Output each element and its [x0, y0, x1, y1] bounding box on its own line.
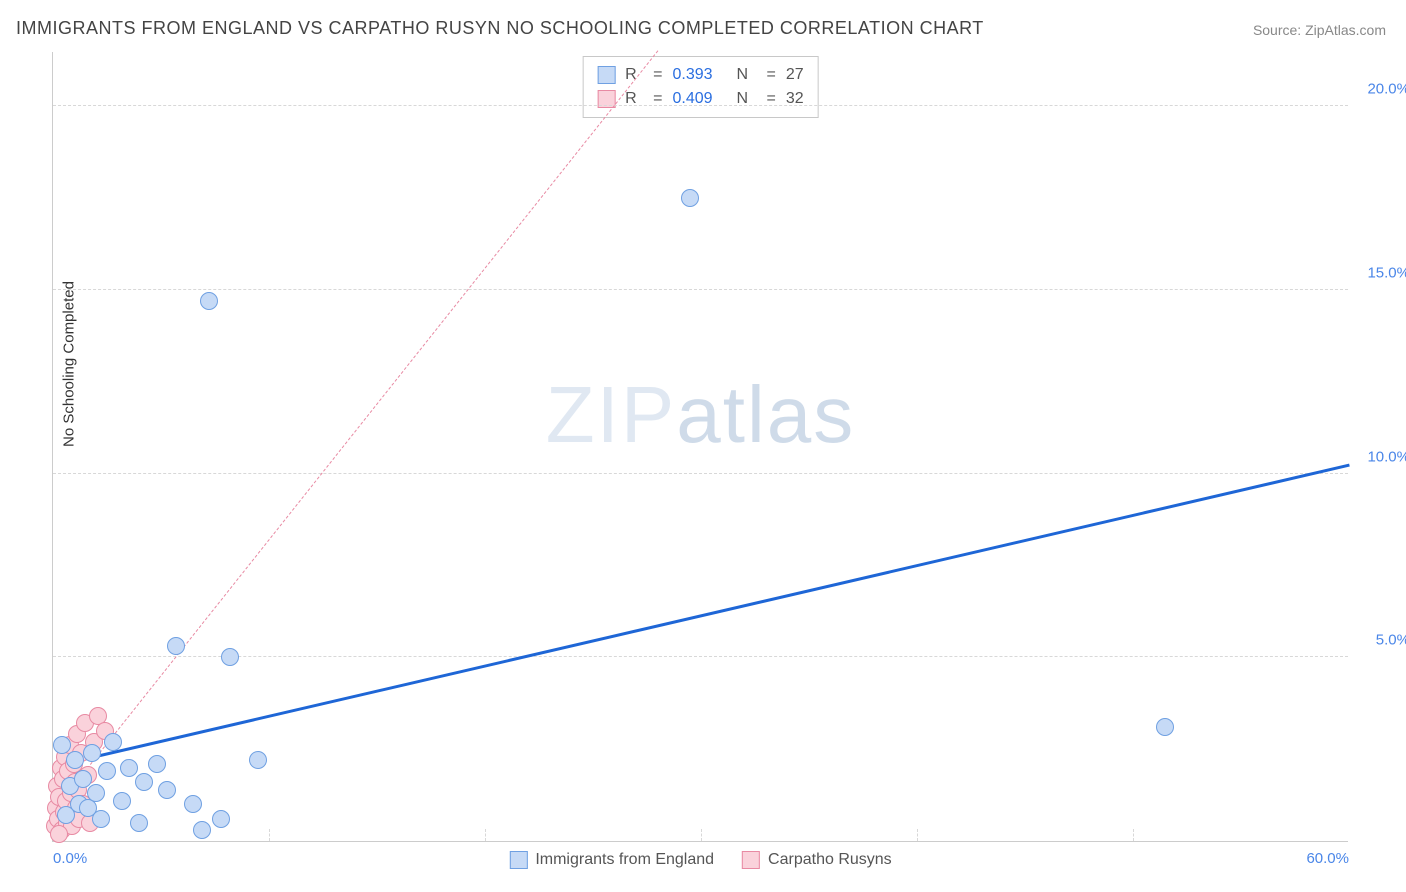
data-point-england — [83, 744, 101, 762]
data-point-england — [193, 821, 211, 839]
gridline-v — [269, 829, 270, 841]
legend-r-value: 0.409 — [673, 87, 727, 111]
gridline-h — [53, 656, 1348, 657]
data-point-england — [92, 810, 110, 828]
legend-n-value: 27 — [786, 63, 804, 87]
y-tick-label: 5.0% — [1355, 632, 1406, 649]
gridline-v — [485, 829, 486, 841]
y-axis-label: No Schooling Completed — [61, 281, 78, 447]
series-legend-item-england: Immigrants from England — [509, 851, 714, 869]
legend-eq: = — [653, 87, 662, 111]
legend-swatch-icon — [509, 851, 527, 869]
gridline-h — [53, 289, 1348, 290]
data-point-england — [167, 637, 185, 655]
correlation-legend: R = 0.393 N = 27 R = 0.409 N = 32 — [582, 56, 819, 118]
data-point-england — [681, 189, 699, 207]
data-point-england — [104, 733, 122, 751]
data-point-england — [158, 781, 176, 799]
gridline-h — [53, 105, 1348, 106]
data-point-england — [212, 810, 230, 828]
data-point-england — [53, 736, 71, 754]
data-point-england — [74, 770, 92, 788]
data-point-england — [87, 784, 105, 802]
series-legend-label: Immigrants from England — [535, 851, 714, 869]
legend-r-value: 0.393 — [673, 63, 727, 87]
data-point-england — [120, 759, 138, 777]
legend-n-label: N — [737, 87, 757, 111]
legend-swatch-icon — [597, 66, 615, 84]
legend-eq: = — [653, 63, 662, 87]
legend-row-england: R = 0.393 N = 27 — [597, 63, 804, 87]
series-legend-item-carpatho: Carpatho Rusyns — [742, 851, 892, 869]
data-point-england — [200, 292, 218, 310]
data-point-england — [184, 795, 202, 813]
gridline-v — [1133, 829, 1134, 841]
chart-title: IMMIGRANTS FROM ENGLAND VS CARPATHO RUSY… — [16, 18, 984, 39]
legend-r-label: R — [625, 63, 643, 87]
data-point-england — [135, 773, 153, 791]
scatter-plot: No Schooling Completed ZIPatlas R = 0.393 N… — [52, 52, 1348, 842]
series-legend-label: Carpatho Rusyns — [768, 851, 892, 869]
watermark-atlas: atlas — [676, 370, 855, 459]
y-tick-label: 10.0% — [1355, 448, 1406, 465]
source-attribution: Source: ZipAtlas.com — [1253, 22, 1386, 38]
data-point-england — [113, 792, 131, 810]
watermark-zip: ZIP — [546, 370, 676, 459]
data-point-england — [148, 755, 166, 773]
legend-eq: = — [767, 63, 776, 87]
y-tick-label: 20.0% — [1355, 81, 1406, 98]
gridline-v — [701, 829, 702, 841]
data-point-england — [249, 751, 267, 769]
legend-r-label: R — [625, 87, 643, 111]
y-tick-label: 15.0% — [1355, 264, 1406, 281]
gridline-h — [53, 473, 1348, 474]
data-point-england — [98, 762, 116, 780]
data-point-england — [66, 751, 84, 769]
series-legend: Immigrants from England Carpatho Rusyns — [509, 851, 891, 869]
gridline-v — [917, 829, 918, 841]
x-tick-label: 60.0% — [1306, 850, 1349, 867]
watermark-logo: ZIPatlas — [546, 369, 855, 461]
data-point-england — [130, 814, 148, 832]
trend-line-england — [53, 463, 1350, 767]
legend-n-value: 32 — [786, 87, 804, 111]
data-point-england — [221, 648, 239, 666]
legend-swatch-icon — [742, 851, 760, 869]
data-point-carpatho — [50, 825, 68, 843]
legend-eq: = — [767, 87, 776, 111]
legend-row-carpatho: R = 0.409 N = 32 — [597, 87, 804, 111]
x-tick-label: 0.0% — [53, 850, 87, 867]
data-point-england — [1156, 718, 1174, 736]
legend-n-label: N — [737, 63, 757, 87]
